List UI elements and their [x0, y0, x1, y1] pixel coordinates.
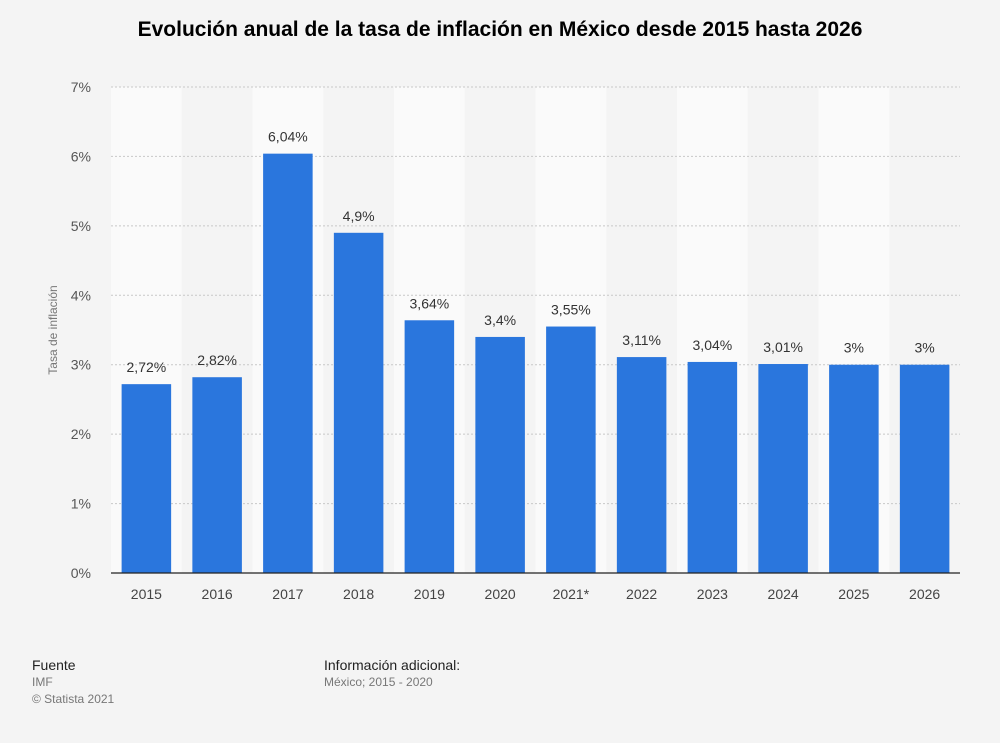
bar-chart: 0% 1% 2% 3% 4% 5% 6% 7% 2,72% 2,82% 6,04% 4,9% 3,64…	[46, 79, 960, 602]
source-name[interactable]: IMF	[32, 675, 53, 689]
data-label: 3,55%	[551, 302, 591, 318]
bar[interactable]	[546, 326, 596, 573]
data-label: 3,01%	[763, 339, 803, 355]
data-label: 3,11%	[622, 332, 661, 348]
y-tick-label: 2%	[71, 426, 91, 442]
x-tick-label: 2018	[343, 586, 374, 602]
x-tick-label: 2022	[626, 586, 657, 602]
data-label: 3%	[844, 340, 864, 356]
x-tick-label: 2019	[414, 586, 445, 602]
y-tick-label: 3%	[71, 357, 91, 373]
x-tick-label: 2017	[272, 586, 303, 602]
y-tick-label: 6%	[71, 148, 91, 164]
y-tick-label: 0%	[71, 565, 91, 581]
y-axis-ticks: 0% 1% 2% 3% 4% 5% 6% 7%	[71, 79, 91, 581]
data-label: 2,72%	[127, 359, 167, 375]
bars	[121, 153, 950, 574]
source-block: Fuente IMF © Statista 2021	[32, 657, 114, 708]
chart-title: Evolución anual de la tasa de inflación …	[137, 18, 863, 41]
data-labels: 2,72% 2,82% 6,04% 4,9% 3,64% 3,4% 3,55% 3,11% 3,…	[127, 129, 935, 376]
x-tick-label: 2016	[202, 586, 233, 602]
x-tick-label: 2021*	[553, 586, 590, 602]
x-axis-ticks: 2015 2016 2017 2018 2019 2020 2021* 2022 2023 202…	[131, 586, 941, 602]
info-text[interactable]: México; 2015 - 2020	[324, 675, 433, 689]
data-label: 2,82%	[197, 352, 237, 368]
y-axis-title: Tasa de inflación	[46, 285, 60, 374]
info-heading: Información adicional:	[324, 657, 461, 673]
bar[interactable]	[263, 153, 313, 573]
bar[interactable]	[121, 384, 172, 573]
source-heading: Fuente	[32, 657, 76, 673]
bar[interactable]	[404, 320, 455, 573]
y-tick-label: 7%	[71, 79, 91, 95]
data-label: 3,64%	[410, 295, 450, 311]
x-tick-label: 2020	[485, 586, 516, 602]
x-tick-label: 2025	[838, 586, 869, 602]
info-block: Información adicional: México; 2015 - 20…	[324, 657, 460, 691]
copyright: © Statista 2021	[32, 692, 115, 706]
y-tick-label: 5%	[71, 218, 91, 234]
x-tick-label: 2015	[131, 586, 162, 602]
x-tick-label: 2026	[909, 586, 940, 602]
gridlines	[111, 86, 960, 505]
bar[interactable]	[333, 232, 384, 574]
data-label: 3%	[915, 340, 935, 356]
y-tick-label: 4%	[71, 287, 91, 303]
data-label: 4,9%	[343, 208, 375, 224]
x-tick-label: 2024	[768, 586, 799, 602]
bar[interactable]	[899, 364, 950, 573]
x-tick-label: 2023	[697, 586, 728, 602]
bar[interactable]	[758, 364, 808, 573]
bar[interactable]	[829, 364, 879, 573]
y-tick-label: 1%	[71, 496, 91, 512]
bar[interactable]	[475, 336, 525, 573]
data-label: 6,04%	[268, 129, 308, 145]
bar[interactable]	[687, 361, 738, 573]
data-label: 3,04%	[693, 337, 733, 353]
bar[interactable]	[192, 377, 242, 573]
data-label: 3,4%	[484, 312, 516, 328]
bar[interactable]	[616, 357, 667, 573]
